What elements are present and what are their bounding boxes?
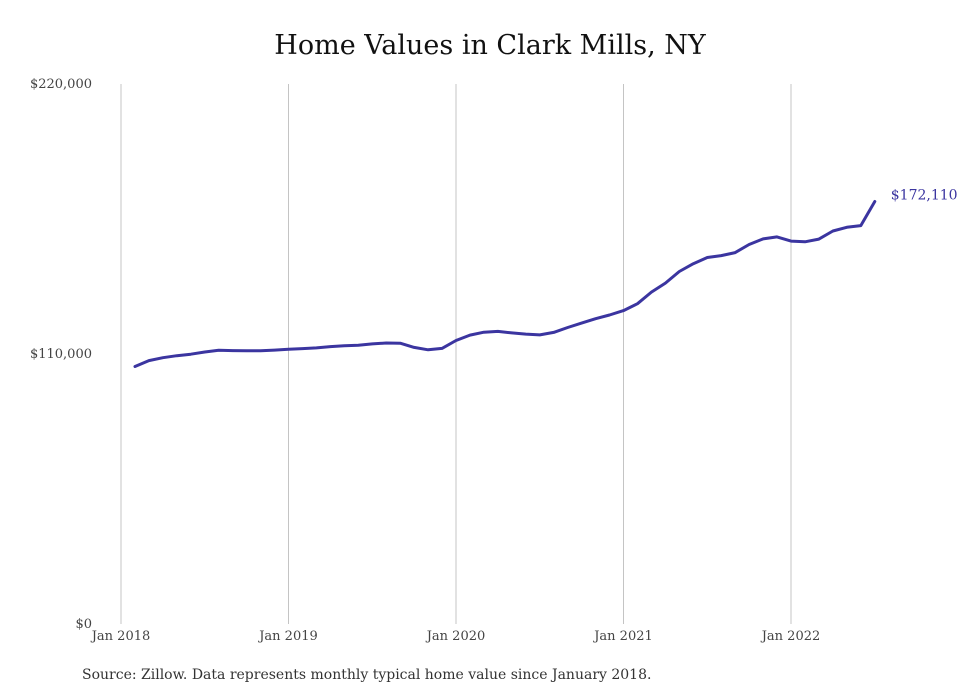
data-point bbox=[874, 201, 875, 202]
data-point bbox=[260, 350, 261, 351]
data-point bbox=[148, 360, 149, 361]
gridlines bbox=[120, 84, 792, 624]
data-point bbox=[162, 357, 163, 358]
data-point bbox=[609, 314, 610, 315]
data-point bbox=[469, 335, 470, 336]
data-point bbox=[539, 334, 540, 335]
data-point bbox=[246, 350, 247, 351]
x-tick-label: Jan 2021 bbox=[592, 629, 653, 644]
data-point bbox=[832, 230, 833, 231]
data-point bbox=[623, 310, 624, 311]
data-point bbox=[386, 342, 387, 343]
data-point bbox=[679, 271, 680, 272]
data-point bbox=[455, 340, 456, 341]
chart-title: Home Values in Clark Mills, NY bbox=[274, 30, 706, 61]
y-tick-label: $0 bbox=[75, 617, 92, 632]
source-note: Source: Zillow. Data represents monthly … bbox=[82, 667, 652, 683]
data-point bbox=[302, 348, 303, 349]
data-point bbox=[190, 354, 191, 355]
data-point bbox=[316, 347, 317, 348]
data-point bbox=[665, 282, 666, 283]
data-point bbox=[804, 241, 805, 242]
data-point bbox=[134, 366, 135, 367]
data-point bbox=[721, 255, 722, 256]
data-point bbox=[860, 225, 861, 226]
data-point bbox=[204, 351, 205, 352]
y-tick-label: $110,000 bbox=[30, 347, 92, 362]
data-point bbox=[567, 327, 568, 328]
data-point bbox=[441, 348, 442, 349]
series-line bbox=[133, 200, 877, 368]
data-point bbox=[525, 334, 526, 335]
data-point bbox=[818, 239, 819, 240]
data-point bbox=[288, 349, 289, 350]
data-point bbox=[330, 346, 331, 347]
data-point bbox=[400, 343, 401, 344]
data-point bbox=[274, 349, 275, 350]
data-point bbox=[344, 345, 345, 346]
series-layer bbox=[133, 200, 877, 368]
y-tick-label: $220,000 bbox=[30, 77, 92, 92]
x-tick-label: Jan 2018 bbox=[90, 629, 151, 644]
data-point bbox=[762, 238, 763, 239]
data-point bbox=[483, 332, 484, 333]
data-point bbox=[511, 332, 512, 333]
y-axis-ticks: $0 $110,000 $220,000 bbox=[30, 77, 92, 632]
data-point bbox=[358, 345, 359, 346]
data-point bbox=[232, 350, 233, 351]
data-point bbox=[637, 303, 638, 304]
data-point bbox=[749, 244, 750, 245]
data-point bbox=[218, 350, 219, 351]
data-point bbox=[595, 318, 596, 319]
data-point bbox=[372, 343, 373, 344]
data-point bbox=[581, 322, 582, 323]
data-point bbox=[707, 257, 708, 258]
data-point bbox=[776, 236, 777, 237]
data-point bbox=[414, 347, 415, 348]
data-point bbox=[427, 349, 428, 350]
data-point bbox=[693, 263, 694, 264]
data-point bbox=[553, 332, 554, 333]
x-tick-label: Jan 2022 bbox=[760, 629, 821, 644]
data-point bbox=[846, 227, 847, 228]
data-point bbox=[497, 331, 498, 332]
x-tick-label: Jan 2019 bbox=[257, 629, 318, 644]
data-point bbox=[651, 292, 652, 293]
data-point bbox=[176, 355, 177, 356]
x-axis-ticks: Jan 2018 Jan 2019 Jan 2020 Jan 2021 Jan 2022 bbox=[90, 629, 821, 644]
data-point bbox=[735, 252, 736, 253]
x-tick-label: Jan 2020 bbox=[425, 629, 486, 644]
data-point bbox=[790, 240, 791, 241]
end-value-label: $172,110 bbox=[891, 188, 958, 204]
